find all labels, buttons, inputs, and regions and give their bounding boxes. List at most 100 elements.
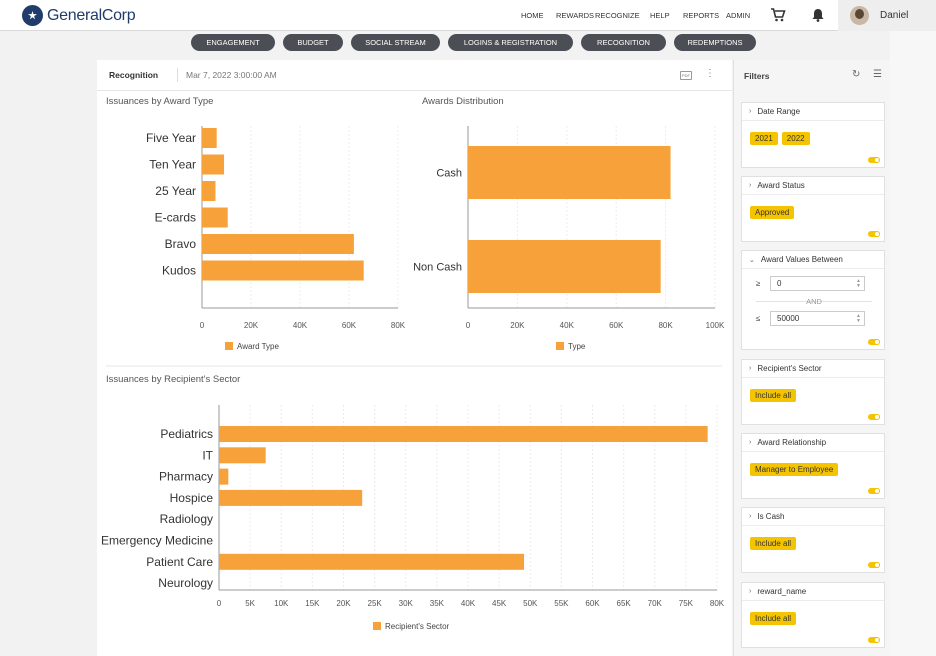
filter-toggle[interactable] — [868, 339, 880, 345]
x-tick-label: 20K — [244, 321, 259, 330]
x-tick-label: 40K — [560, 321, 575, 330]
stepper-icon[interactable]: ▲ ▼ — [856, 278, 861, 289]
category-label: Cash — [436, 168, 462, 180]
x-tick-label: 40K — [293, 321, 308, 330]
nav-home[interactable]: HOME — [521, 11, 544, 20]
more-options-icon[interactable]: ⋮ — [705, 68, 715, 79]
filter-card-is-cash: › Is Cash Include all — [741, 507, 885, 573]
filter-card-reward-name: › reward_name Include all — [741, 582, 885, 648]
nav-help[interactable]: HELP — [650, 11, 670, 20]
bar — [468, 240, 661, 293]
header-divider — [177, 68, 178, 82]
tab-recognition[interactable]: RECOGNITION — [581, 34, 666, 51]
chip[interactable]: Approved — [750, 206, 795, 219]
dashboard-panel: Recognition Mar 7, 2022 3:00:00 AM PDF ⋮… — [97, 60, 732, 656]
stepper-icon[interactable]: ▲ ▼ — [856, 313, 861, 324]
filter-toggle[interactable] — [868, 562, 880, 568]
filter-label: Recipient's Sector — [757, 364, 822, 373]
filter-header[interactable]: › Award Relationship — [742, 434, 884, 452]
category-label: Bravo — [165, 237, 197, 251]
tab-social-stream[interactable]: SOCIAL STREAM — [351, 34, 440, 51]
nav-reports[interactable]: REPORTS — [683, 11, 720, 20]
filter-label: reward_name — [757, 587, 807, 596]
user-menu[interactable]: Daniel — [838, 0, 936, 31]
category-label: Non Cash — [413, 262, 462, 274]
filter-chips: Include all — [750, 608, 800, 626]
tab-budget[interactable]: BUDGET — [283, 34, 343, 51]
min-operator: ≥ — [756, 279, 761, 288]
bar — [202, 234, 354, 254]
filter-header[interactable]: › Is Cash — [742, 508, 884, 526]
dashboard-header: Recognition Mar 7, 2022 3:00:00 AM PDF ⋮ — [97, 60, 732, 91]
bar — [219, 553, 525, 570]
filter-toggle[interactable] — [868, 414, 880, 420]
max-value-input[interactable]: 50000 ▲ ▼ — [770, 311, 865, 326]
filter-label: Date Range — [757, 107, 801, 116]
filter-toggle[interactable] — [868, 157, 880, 163]
category-label: Pharmacy — [159, 470, 213, 484]
category-label: Patient Care — [146, 555, 213, 569]
tab-redemptions[interactable]: REDEMPTIONS — [674, 34, 756, 51]
pdf-export-icon[interactable]: PDF — [680, 71, 692, 80]
tab-logins-registration[interactable]: LOGINS & REGISTRATION — [448, 34, 573, 51]
chip[interactable]: 2021 — [750, 132, 778, 145]
filter-chips: Include all — [750, 385, 800, 403]
nav-admin[interactable]: ADMIN — [726, 11, 751, 20]
legend-label: Type — [568, 342, 586, 351]
bar — [219, 468, 229, 485]
filters-header: Filters ↻ ☰ — [734, 60, 891, 91]
filter-toggle[interactable] — [868, 637, 880, 643]
chevron-down-icon: ⌄ — [749, 256, 755, 264]
filter-chips: Approved — [750, 202, 798, 220]
bar — [219, 447, 266, 464]
chip[interactable]: Include all — [750, 537, 797, 550]
tab-engagement[interactable]: ENGAGEMENT — [191, 34, 275, 51]
chevron-right-icon: › — [749, 182, 752, 189]
bar — [202, 181, 216, 201]
filter-toggle[interactable] — [868, 488, 880, 494]
menu-icon[interactable]: ☰ — [873, 69, 882, 80]
x-tick-label: 20K — [336, 599, 351, 608]
chip[interactable]: Include all — [750, 389, 797, 402]
category-label: E-cards — [155, 211, 196, 225]
user-name: Daniel — [880, 10, 909, 21]
category-label: Radiology — [160, 512, 213, 526]
refresh-icon[interactable]: ↻ — [852, 69, 861, 80]
category-label: IT — [202, 448, 213, 462]
brand-logo[interactable]: GeneralCorp — [22, 5, 136, 26]
x-tick-label: 45K — [492, 599, 507, 608]
avatar — [850, 6, 869, 25]
nav-rewards[interactable]: REWARDS — [556, 11, 595, 20]
chevron-right-icon: › — [749, 108, 752, 115]
filter-header[interactable]: ⌄ Award Values Between — [742, 251, 884, 269]
x-tick-label: 5K — [245, 599, 255, 608]
chip[interactable]: Manager to Employee — [750, 463, 839, 476]
x-tick-label: 35K — [430, 599, 445, 608]
nav-recognize[interactable]: RECOGNIZE — [595, 11, 640, 20]
cart-icon[interactable] — [770, 7, 786, 23]
x-tick-label: 25K — [368, 599, 383, 608]
category-label: Neurology — [158, 576, 213, 590]
filters-panel: Filters ↻ ☰ › Date Range 2021 2022 › Award … — [733, 60, 890, 656]
and-label: AND — [806, 297, 822, 306]
bell-icon[interactable] — [810, 7, 826, 23]
brand-name: GeneralCorp — [47, 6, 136, 24]
x-tick-label: 20K — [510, 321, 525, 330]
filter-header[interactable]: › Recipient's Sector — [742, 360, 884, 378]
category-label: Emergency Medicine — [101, 534, 213, 548]
bar — [202, 154, 225, 175]
filter-header[interactable]: › Date Range — [742, 103, 884, 121]
filter-toggle[interactable] — [868, 231, 880, 237]
x-tick-label: 100K — [706, 321, 725, 330]
dashboard-title: Recognition — [109, 70, 159, 80]
chip[interactable]: 2022 — [781, 132, 810, 145]
filter-header[interactable]: › Award Status — [742, 177, 884, 195]
min-value-input[interactable]: 0 ▲ ▼ — [770, 276, 865, 291]
chevron-right-icon: › — [749, 513, 752, 520]
chart-title-awards-distribution: Awards Distribution — [422, 96, 504, 107]
legend-swatch — [225, 342, 233, 350]
chip[interactable]: Include all — [750, 612, 797, 625]
bar — [219, 489, 363, 506]
logo-star-icon — [22, 5, 43, 26]
filter-header[interactable]: › reward_name — [742, 583, 884, 601]
